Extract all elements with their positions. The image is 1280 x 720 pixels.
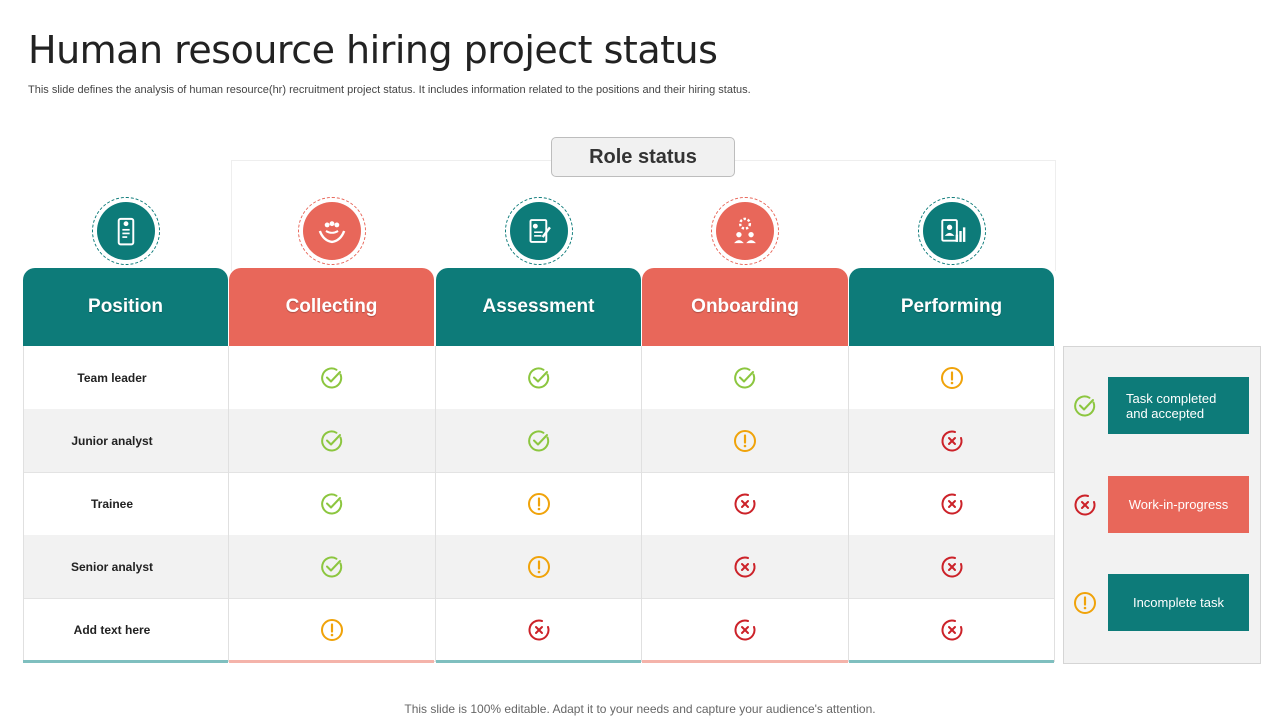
role-status-panel (231, 160, 1056, 271)
check-icon (1073, 394, 1097, 418)
column-header-onboarding: Onboarding (642, 268, 848, 346)
checklist-form-icon (504, 197, 573, 265)
table-row: Trainee (23, 472, 1054, 535)
check-icon (320, 555, 344, 579)
cross-icon (733, 492, 757, 516)
hands-people-icon (297, 197, 366, 265)
row-label: Senior analyst (70, 559, 154, 574)
column-divider (228, 346, 229, 662)
row-divider (23, 598, 1054, 599)
check-icon (320, 492, 344, 516)
column-divider (23, 346, 24, 662)
cross-icon (940, 555, 964, 579)
table-row: Senior analyst (23, 535, 1054, 598)
warning-icon (527, 492, 551, 516)
row-label: Junior analyst (71, 433, 153, 448)
warning-icon (940, 366, 964, 390)
column-header-position: Position (23, 268, 228, 346)
cross-icon (1073, 493, 1097, 517)
warning-icon (1073, 591, 1097, 615)
footer-note: This slide is 100% editable. Adapt it to… (404, 702, 876, 716)
column-header-assessment: Assessment (436, 268, 641, 346)
column-header-collecting: Collecting (229, 268, 434, 346)
legend-item: Incomplete task (1108, 574, 1249, 631)
cross-icon (733, 618, 757, 642)
warning-icon (320, 618, 344, 642)
column-footer-bar (642, 660, 848, 663)
check-icon (527, 429, 551, 453)
profile-chart-icon (917, 197, 986, 265)
cross-icon (940, 429, 964, 453)
cross-icon (733, 555, 757, 579)
warning-icon (733, 429, 757, 453)
legend-label: Task completed and accepted (1126, 390, 1217, 421)
row-label: Add text here (73, 622, 151, 637)
column-footer-bar (23, 660, 228, 663)
row-label: Trainee (90, 496, 134, 511)
page-subtitle: This slide defines the analysis of human… (28, 84, 751, 96)
legend-panel: Task completed and accepted Work-in-prog… (1063, 346, 1261, 664)
check-icon (527, 366, 551, 390)
row-label: Team leader (77, 370, 147, 385)
cross-icon (940, 492, 964, 516)
column-header-performing: Performing (849, 268, 1054, 346)
role-status-label: Role status (551, 137, 735, 177)
page-title: Human resource hiring project status (28, 28, 718, 72)
check-icon (733, 366, 757, 390)
table-row: Add text here (23, 598, 1054, 661)
column-divider (435, 346, 436, 662)
legend-label: Work-in-progress (1128, 497, 1229, 512)
cross-icon (527, 618, 551, 642)
cross-icon (940, 618, 964, 642)
mobile-id-icon (91, 197, 160, 265)
column-footer-bar (229, 660, 434, 663)
legend-item: Task completed and accepted (1108, 377, 1249, 434)
legend-item: Work-in-progress (1108, 476, 1249, 533)
legend-label: Incomplete task (1132, 595, 1225, 610)
table-row: Junior analyst (23, 409, 1054, 472)
column-divider (1054, 346, 1055, 662)
warning-icon (527, 555, 551, 579)
column-divider (848, 346, 849, 662)
column-divider (641, 346, 642, 662)
table-row: Team leader (23, 346, 1054, 409)
column-footer-bar (436, 660, 641, 663)
column-footer-bar (849, 660, 1054, 663)
check-icon (320, 366, 344, 390)
row-divider (23, 472, 1054, 473)
gear-team-icon (711, 197, 779, 265)
check-icon (320, 429, 344, 453)
